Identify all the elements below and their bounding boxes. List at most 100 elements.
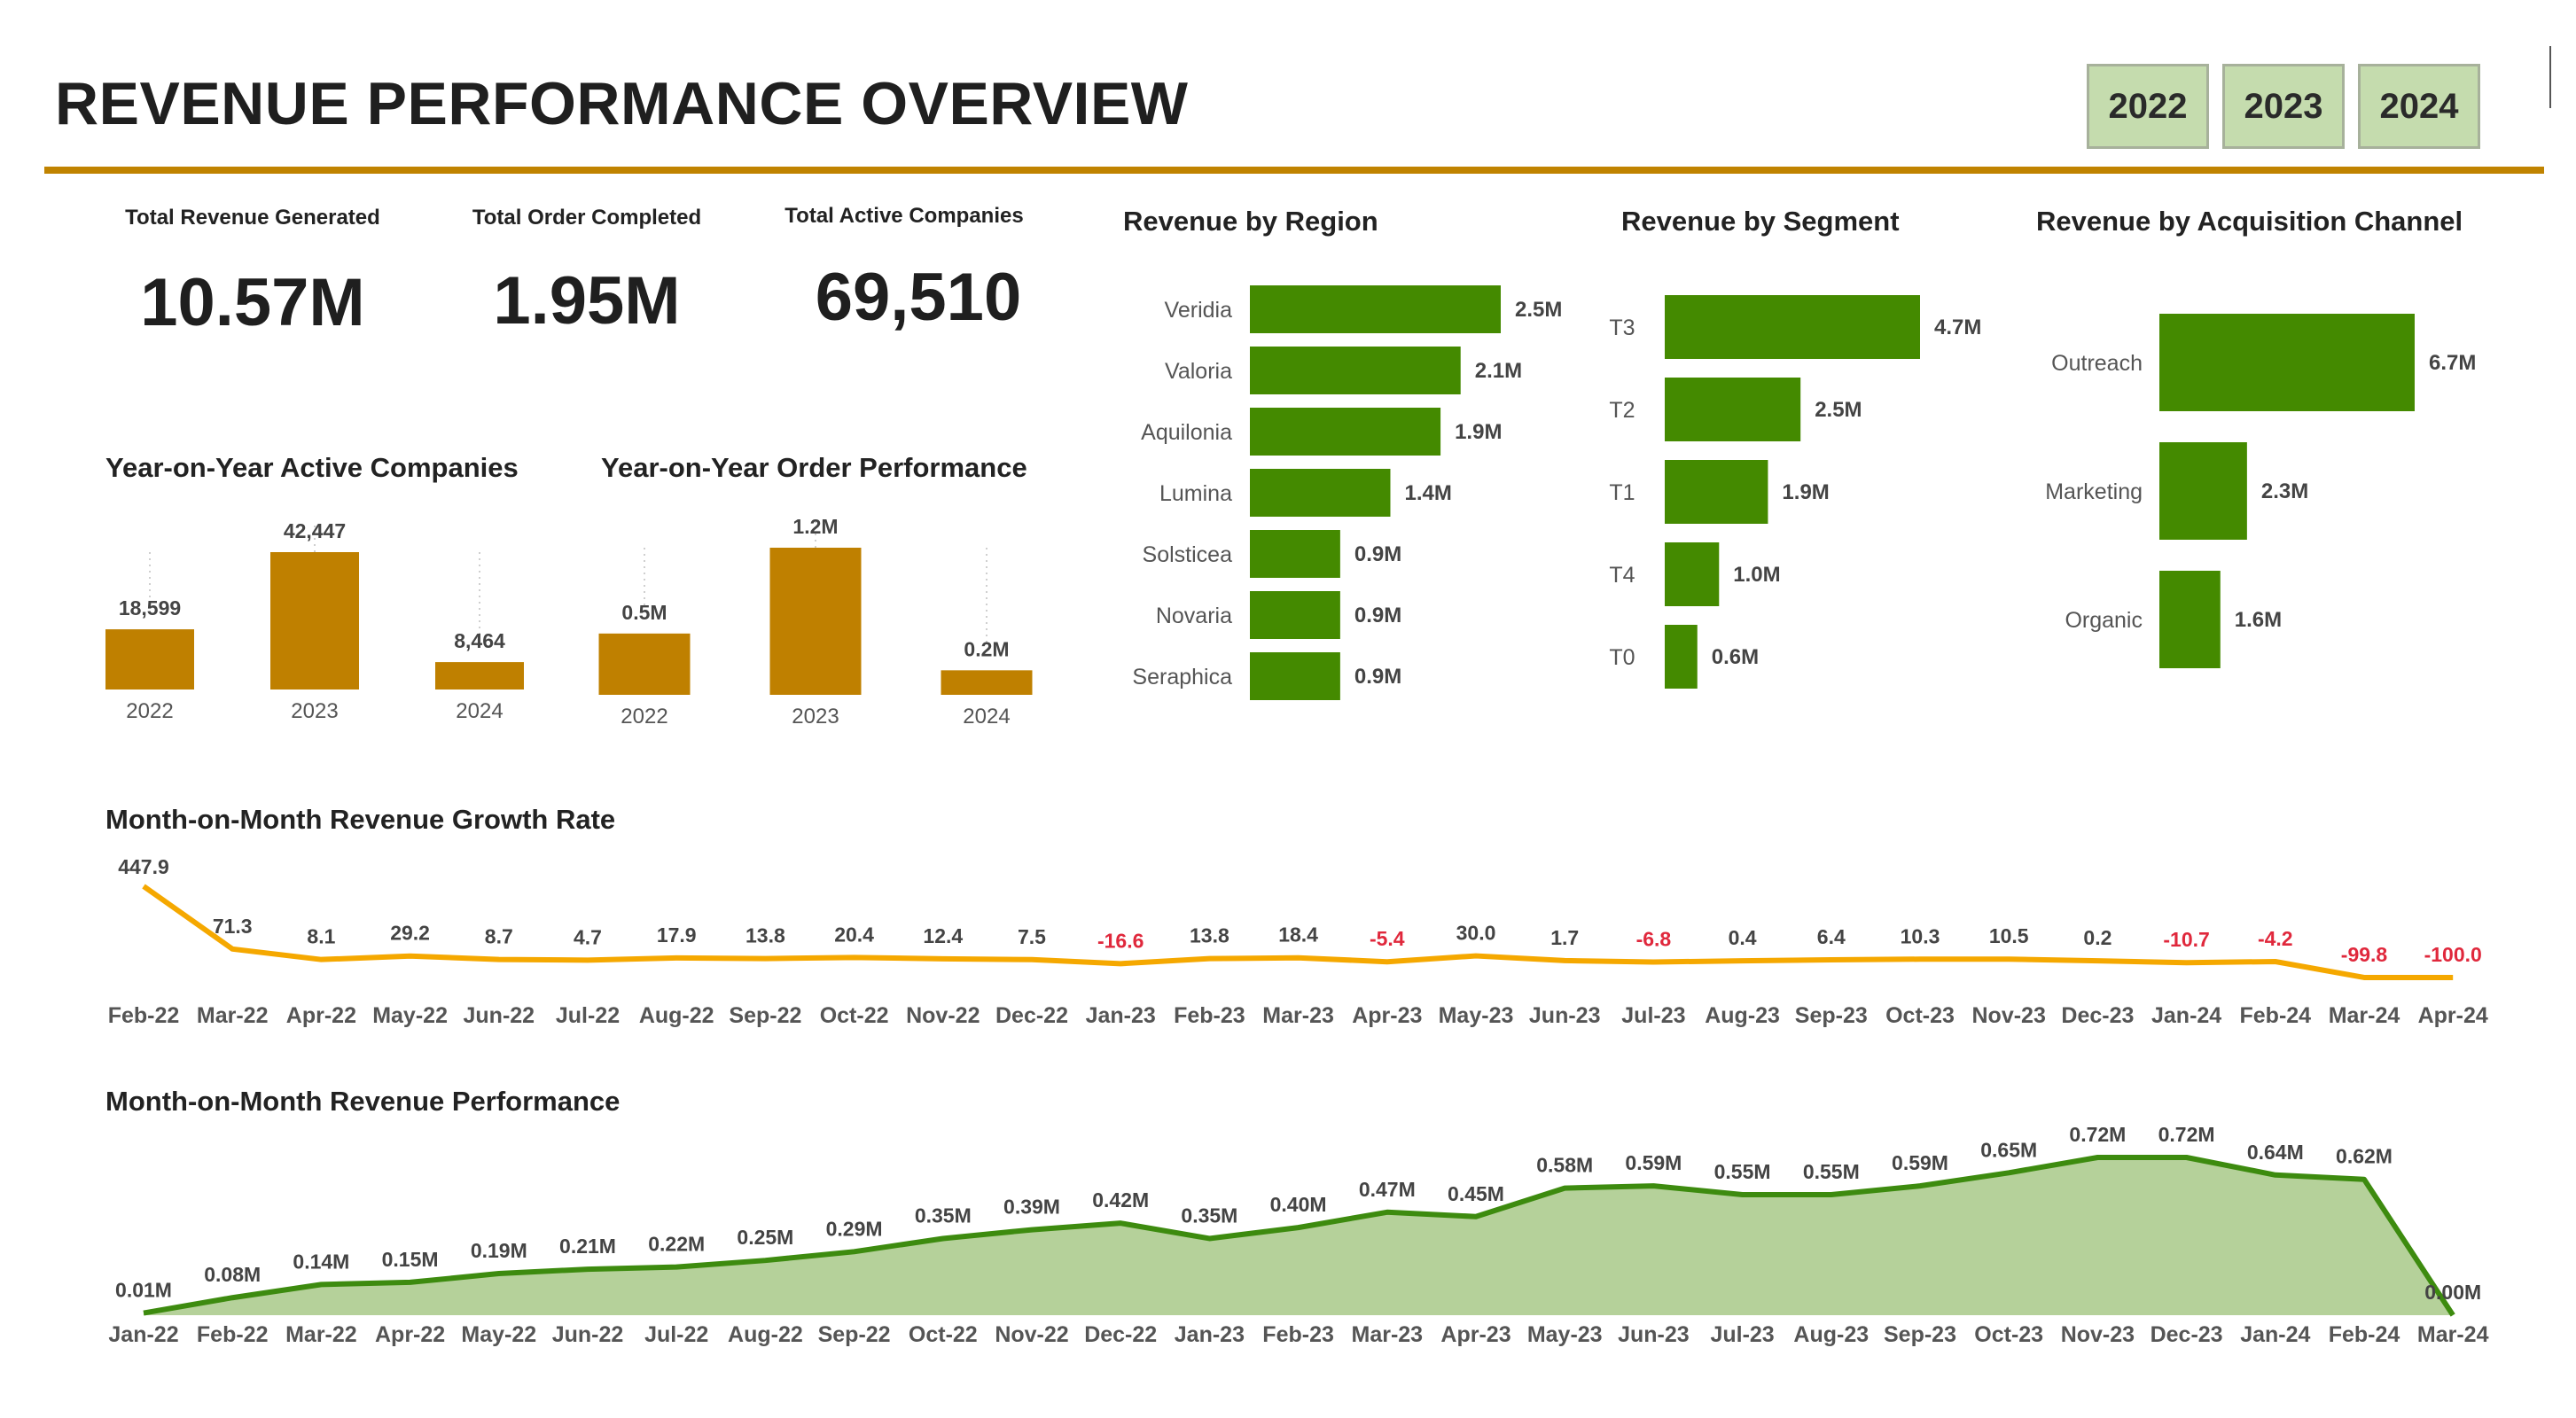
data-label: 42,447	[284, 519, 346, 542]
data-label: 0.15M	[382, 1248, 439, 1271]
category-label: Seraphica	[1132, 665, 1232, 690]
data-label: 0.45M	[1448, 1182, 1504, 1205]
tick-label: Mar-23	[1262, 1003, 1334, 1028]
bar	[105, 629, 194, 690]
tick-label: Oct-23	[1974, 1322, 2043, 1347]
data-label: 1.7	[1550, 926, 1579, 949]
tick-label: Aug-22	[639, 1003, 714, 1028]
tick-label: Dec-22	[1084, 1322, 1157, 1347]
tick-label: Nov-22	[995, 1322, 1068, 1347]
area-fill	[144, 1157, 2454, 1315]
tick-label: 2023	[792, 705, 839, 728]
tick-label: 2022	[621, 705, 667, 728]
bar	[1665, 460, 1768, 524]
kpi-value-revenue: 10.57M	[140, 265, 365, 340]
bar	[1250, 591, 1340, 639]
data-label: 0.9M	[1354, 604, 1401, 627]
tick-label: Jan-24	[2240, 1322, 2310, 1347]
year-button-2023[interactable]: 2023	[2222, 64, 2345, 149]
data-label: 4.7	[574, 925, 602, 948]
data-label: 0.55M	[1803, 1160, 1860, 1183]
data-label: 0.35M	[915, 1204, 972, 1227]
data-label: 0.2	[2083, 926, 2112, 949]
data-label: 20.4	[834, 923, 874, 946]
page-title: REVENUE PERFORMANCE OVERVIEW	[55, 70, 1189, 137]
channel-title: Revenue by Acquisition Channel	[2036, 206, 2463, 237]
bar	[941, 670, 1033, 695]
yoy-companies-chart: 18,599 2022 42,447 2023 8,464 2024	[105, 519, 524, 723]
data-label: 7.5	[1018, 925, 1046, 948]
data-label: 0.00M	[2424, 1281, 2481, 1304]
tick-label: Jun-22	[464, 1003, 535, 1028]
data-label: 0.64M	[2247, 1141, 2304, 1164]
performance-chart: 0.01M Jan-22 0.08M Feb-22 0.14M Mar-22 0.15M Ap…	[108, 1126, 2489, 1347]
data-label: 0.14M	[293, 1250, 349, 1273]
data-label: -16.6	[1097, 929, 1144, 952]
tick-label: 2024	[963, 705, 1010, 728]
tick-label: May-22	[461, 1322, 536, 1347]
tick-label: Sep-23	[1884, 1322, 1956, 1347]
data-label: 0.9M	[1354, 542, 1401, 566]
data-label: 0.65M	[1980, 1138, 2037, 1161]
tick-label: Jul-22	[644, 1322, 708, 1347]
data-label: 0.5M	[621, 601, 667, 624]
tick-label: Nov-22	[906, 1003, 980, 1028]
tick-label: Aug-22	[728, 1322, 803, 1347]
data-label: 1.2M	[792, 515, 838, 538]
data-label: 1.0M	[1733, 563, 1780, 587]
series-line	[142, 884, 2454, 980]
data-label: 0.19M	[471, 1239, 527, 1262]
data-label: 6.7M	[2429, 351, 2476, 375]
category-label: T1	[1609, 480, 1635, 505]
tick-label: Jun-23	[1618, 1322, 1690, 1347]
year-button-2024[interactable]: 2024	[2358, 64, 2480, 149]
data-label: 0.59M	[1892, 1151, 1948, 1174]
kpi-label-companies: Total Active Companies	[785, 204, 1024, 228]
data-label: 0.47M	[1359, 1178, 1416, 1201]
category-label: Veridia	[1165, 298, 1233, 323]
data-label: -99.8	[2341, 943, 2388, 966]
tick-label: Mar-22	[197, 1003, 269, 1028]
region-chart: Veridia 2.5M Valoria 2.1M Aquilonia 1.9M Lumin…	[1132, 285, 1562, 700]
category-label: T0	[1609, 645, 1635, 670]
bar	[2159, 442, 2247, 540]
data-label: 0.59M	[1625, 1151, 1682, 1174]
bar	[1250, 285, 1501, 333]
year-button-2022[interactable]: 2022	[2087, 64, 2209, 149]
tick-label: Apr-22	[375, 1322, 445, 1347]
bar	[1665, 625, 1698, 689]
data-label: 0.62M	[2336, 1145, 2393, 1168]
tick-label: Jan-23	[1175, 1322, 1245, 1347]
data-label: 71.3	[213, 915, 253, 938]
data-label: 4.7M	[1934, 316, 1981, 339]
tick-label: May-23	[1527, 1322, 1603, 1347]
data-label: 0.72M	[2158, 1126, 2215, 1146]
data-label: 0.39M	[1003, 1196, 1060, 1219]
data-label: 18,599	[119, 596, 181, 619]
bar	[1250, 530, 1340, 578]
data-label: 13.8	[1190, 924, 1229, 947]
segment-title: Revenue by Segment	[1621, 206, 1900, 237]
tick-label: Feb-23	[1262, 1322, 1334, 1347]
data-label: 18.4	[1278, 923, 1318, 947]
bar	[1665, 295, 1920, 359]
data-label: 0.58M	[1536, 1154, 1593, 1177]
bar	[435, 662, 524, 690]
tick-label: 2023	[291, 699, 338, 723]
growth-title: Month-on-Month Revenue Growth Rate	[105, 804, 616, 835]
channel-chart: Outreach 6.7M Marketing 2.3M Organic 1.6M	[2045, 314, 2476, 668]
tick-label: Nov-23	[1972, 1003, 2046, 1028]
data-label: 0.29M	[826, 1217, 883, 1240]
category-label: Novaria	[1156, 604, 1232, 628]
tick-label: Apr-23	[1440, 1322, 1510, 1347]
tick-label: Jun-22	[552, 1322, 624, 1347]
data-label: 1.4M	[1404, 481, 1451, 505]
data-label: 17.9	[657, 923, 697, 947]
tick-label: Mar-24	[2417, 1322, 2489, 1347]
tick-label: Aug-23	[1705, 1003, 1780, 1028]
data-label: 1.6M	[2235, 608, 2282, 632]
tick-label: Jan-22	[108, 1322, 178, 1347]
bar	[2159, 571, 2221, 668]
bar	[769, 548, 862, 695]
category-label: Aquilonia	[1141, 420, 1232, 445]
